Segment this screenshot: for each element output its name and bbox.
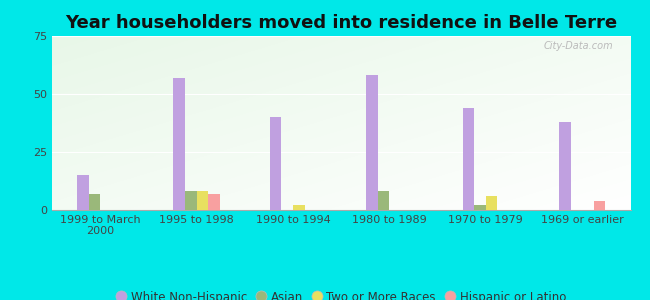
Bar xyxy=(293,206,305,210)
Bar xyxy=(77,175,88,210)
Bar xyxy=(185,191,196,210)
Bar xyxy=(367,75,378,210)
Bar xyxy=(559,122,571,210)
Bar xyxy=(378,191,389,210)
Bar xyxy=(208,194,220,210)
Bar xyxy=(88,194,100,210)
Bar xyxy=(463,108,474,210)
Legend: White Non-Hispanic, Asian, Two or More Races, Hispanic or Latino: White Non-Hispanic, Asian, Two or More R… xyxy=(112,286,571,300)
Bar xyxy=(486,196,497,210)
Title: Year householders moved into residence in Belle Terre: Year householders moved into residence i… xyxy=(65,14,618,32)
Bar xyxy=(474,206,486,210)
Text: City-Data.com: City-Data.com xyxy=(543,41,613,51)
Bar xyxy=(270,117,281,210)
Bar xyxy=(594,201,605,210)
Bar xyxy=(196,191,208,210)
Bar xyxy=(174,78,185,210)
